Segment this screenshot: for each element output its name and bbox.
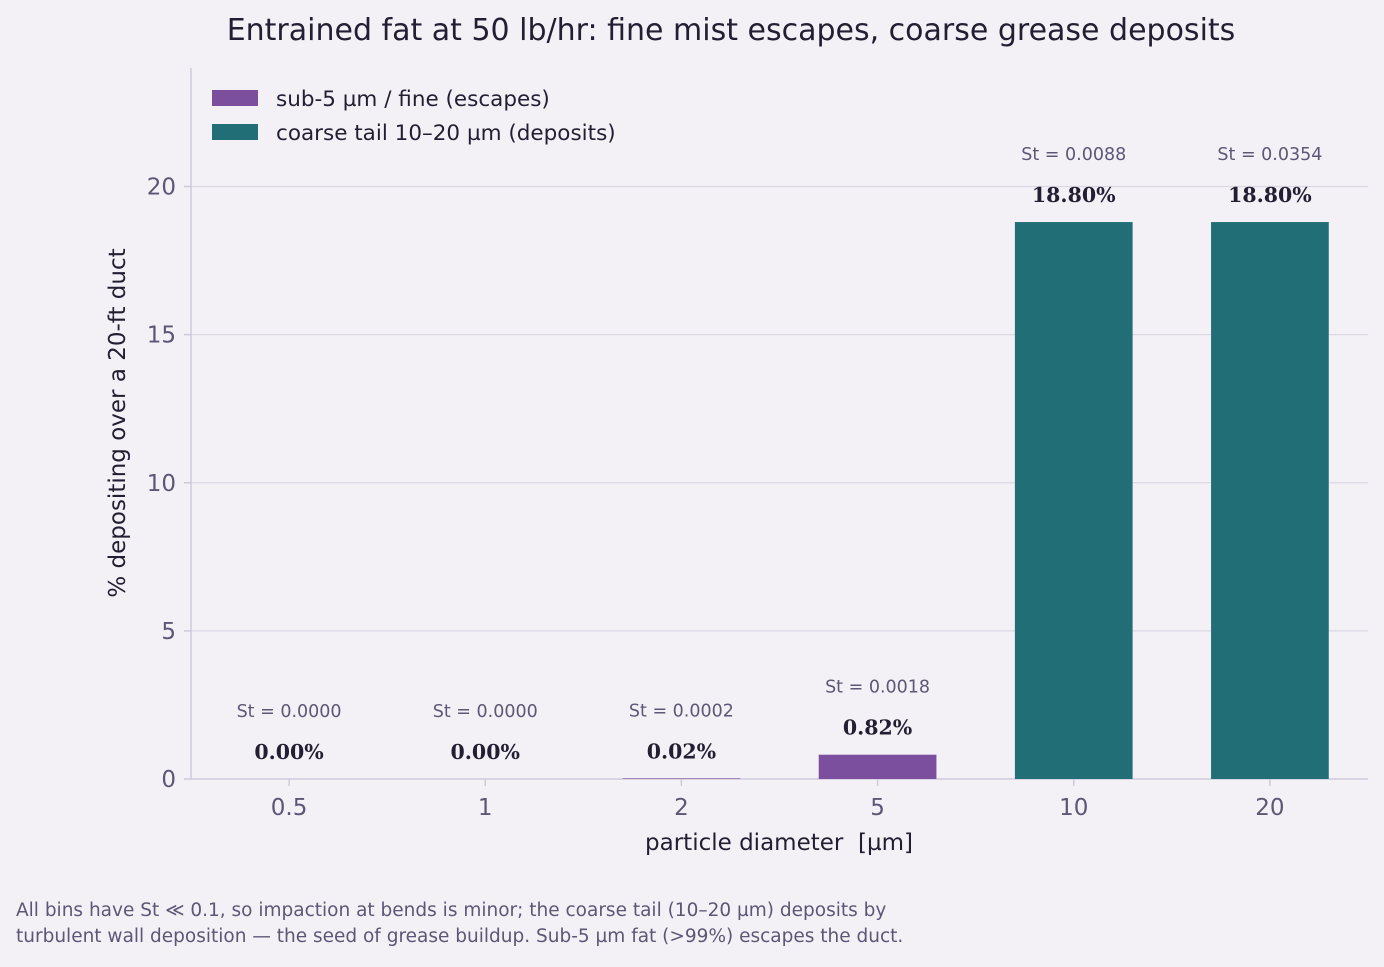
stokes-label: St = 0.0002 <box>629 701 734 721</box>
x-tick-label: 10 <box>1059 795 1088 821</box>
x-axis-label: particle diameter [µm] <box>645 830 913 856</box>
stokes-label: St = 0.0018 <box>825 678 930 698</box>
legend-swatch-fine <box>212 90 258 106</box>
value-label: 0.00% <box>451 740 520 764</box>
bar-10 <box>1014 222 1133 780</box>
legend: sub-5 µm / fine (escapes) coarse tail 10–… <box>212 87 616 146</box>
y-tick-label: 0 <box>161 767 176 793</box>
x-tick-label: 20 <box>1255 795 1284 821</box>
bar-20 <box>1211 222 1329 780</box>
x-tick-label: 2 <box>674 795 689 821</box>
value-label: 18.80% <box>1032 183 1116 207</box>
bar-5 <box>818 754 937 779</box>
stokes-label: St = 0.0000 <box>433 702 538 722</box>
gridlines <box>191 185 1368 632</box>
y-tick-label: 15 <box>147 323 176 349</box>
footnote-line-1: All bins have St ≪ 0.1, so impaction at … <box>16 900 887 921</box>
value-label: 0.82% <box>843 716 912 740</box>
y-tick-label: 5 <box>161 619 176 645</box>
legend-label-fine: sub-5 µm / fine (escapes) <box>276 87 550 112</box>
y-tick-labels: 0 5 10 15 20 <box>147 175 176 794</box>
footnote: All bins have St ≪ 0.1, so impaction at … <box>16 898 903 950</box>
y-tick-label: 10 <box>147 471 176 497</box>
stokes-label: St = 0.0354 <box>1217 145 1322 165</box>
chart-title: Entrained fat at 50 lb/hr: fine mist esc… <box>227 13 1236 48</box>
stokes-label: St = 0.0000 <box>237 702 342 722</box>
x-tick-label: 1 <box>478 795 493 821</box>
value-label: 18.80% <box>1228 183 1312 207</box>
footnote-line-2: turbulent wall deposition — the seed of … <box>16 926 904 947</box>
x-tick-labels: 0.5 1 2 5 10 20 <box>271 795 1285 821</box>
axes <box>184 68 1368 786</box>
bars <box>622 222 1329 780</box>
y-axis-label: % depositing over a 20-ft duct <box>105 248 131 597</box>
stokes-label: St = 0.0088 <box>1021 145 1126 165</box>
legend-label-coarse: coarse tail 10–20 µm (deposits) <box>276 121 616 146</box>
y-tick-label: 20 <box>147 175 176 201</box>
bar-labels: 0.00% St = 0.0000 0.00% St = 0.0000 0.02% St … <box>237 145 1323 764</box>
legend-swatch-coarse <box>212 124 258 140</box>
value-label: 0.02% <box>647 739 716 763</box>
x-tick-label: 5 <box>870 795 885 821</box>
bar-2 <box>622 778 741 779</box>
x-tick-label: 0.5 <box>271 795 308 821</box>
value-label: 0.00% <box>254 740 323 764</box>
